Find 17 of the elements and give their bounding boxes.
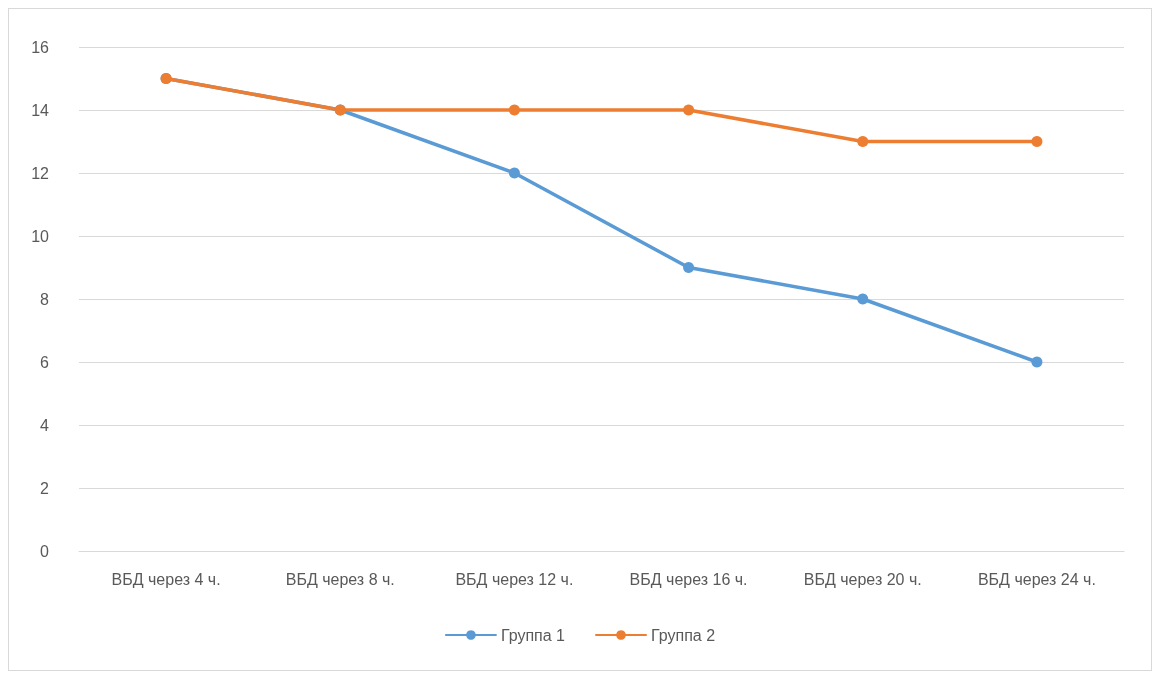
legend-label: Группа 2	[651, 626, 716, 644]
x-tick-label: ВБД через 12 ч.	[455, 570, 574, 588]
y-tick-label: 0	[40, 542, 50, 560]
y-tick-label: 16	[31, 38, 50, 56]
y-tick-label: 4	[40, 416, 50, 434]
legend-label: Группа 1	[500, 626, 566, 644]
y-tick-label: 10	[31, 227, 50, 245]
x-tick-label: ВБД через 24 ч.	[977, 570, 1096, 588]
x-tick-label: ВБД через 4 ч.	[111, 570, 221, 588]
x-tick-label: ВБД через 8 ч.	[285, 570, 395, 588]
y-tick-label: 2	[40, 479, 50, 497]
y-tick-label: 6	[40, 353, 50, 371]
y-tick-label: 8	[40, 290, 50, 308]
y-tick-label: 14	[31, 101, 50, 119]
x-tick-label: ВБД через 16 ч.	[629, 570, 748, 588]
y-tick-label: 12	[31, 164, 50, 182]
x-tick-label: ВБД через 20 ч.	[803, 570, 922, 588]
